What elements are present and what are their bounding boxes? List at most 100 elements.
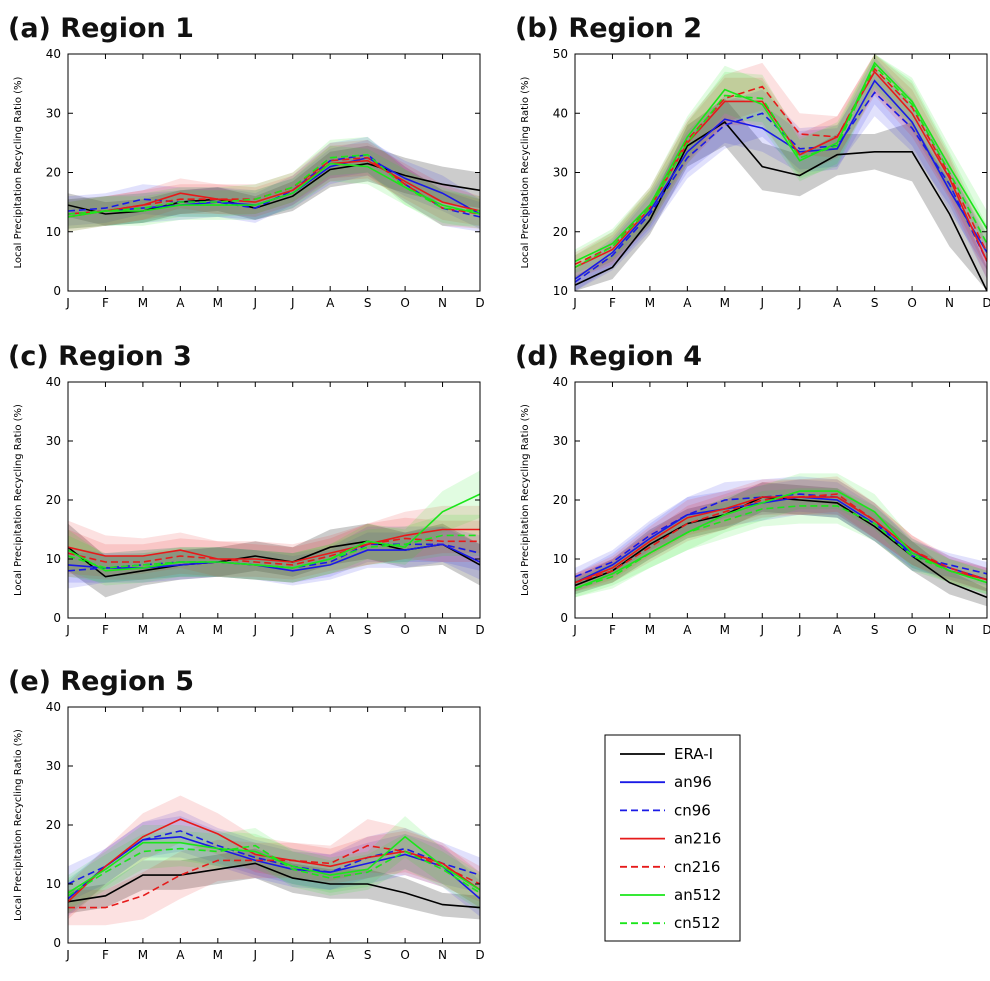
y-tick-label: 10 — [553, 552, 568, 566]
band-cn216 — [68, 819, 480, 926]
x-tick-label: F — [102, 623, 109, 637]
y-axis-label: Local Precipitation Recycling Ratio (%) — [13, 729, 24, 921]
x-tick-label: M — [720, 623, 730, 637]
series-line-cn216 — [68, 156, 480, 218]
x-tick-label: O — [907, 623, 916, 637]
x-tick-label: S — [364, 296, 372, 310]
panel-4: J F M A M J J A S O N D 0 10 20 30 40 Local Precipitation… — [515, 341, 990, 637]
y-tick-label: 0 — [53, 284, 61, 298]
series-line-ERA-I — [575, 121, 987, 291]
band-an216 — [68, 505, 480, 580]
x-tick-label: A — [176, 296, 185, 310]
plot-area — [575, 54, 987, 291]
y-tick-label: 10 — [553, 284, 568, 298]
y-tick-label: 30 — [46, 759, 61, 773]
y-tick-label: 10 — [46, 877, 61, 891]
x-tick-label: J — [65, 623, 70, 637]
x-tick-label: A — [326, 623, 335, 637]
x-tick-label: A — [683, 623, 692, 637]
y-tick-label: 0 — [53, 611, 61, 625]
x-tick-label: J — [759, 623, 764, 637]
series-line-cn512 — [575, 64, 987, 269]
x-tick-label: O — [400, 948, 409, 962]
x-tick-label: F — [609, 623, 616, 637]
panel-1: J F M A M J J A S O N D 0 10 20 30 40 Local Precipitation… — [8, 13, 485, 310]
plot-area — [68, 795, 480, 926]
panel-2: J F M A M J J A S O N D 10 20 30 40 50 Local Precipitatio… — [515, 13, 990, 310]
x-tick-label: A — [326, 948, 335, 962]
y-tick-label: 30 — [553, 166, 568, 180]
x-tick-label: M — [645, 623, 655, 637]
series-line-cn216 — [68, 844, 480, 909]
band-an512 — [68, 816, 480, 911]
series-line-cn96 — [575, 91, 987, 283]
x-tick-label: O — [400, 296, 409, 310]
x-tick-label: A — [176, 623, 185, 637]
x-tick-label: F — [609, 296, 616, 310]
series-line-an512 — [575, 490, 987, 590]
legend-label-cn216: cn216 — [674, 858, 720, 876]
y-tick-label: 40 — [553, 106, 568, 120]
y-axis-label: Local Precipitation Recycling Ratio (%) — [520, 404, 531, 596]
x-tick-label: J — [572, 296, 577, 310]
panel-title: (a) Region 1 — [8, 13, 194, 44]
x-tick-label: M — [138, 623, 148, 637]
y-tick-label: 20 — [46, 493, 61, 507]
band-cn512 — [575, 488, 987, 598]
series-line-cn512 — [68, 153, 480, 215]
band-cn216 — [575, 54, 987, 277]
band-cn512 — [575, 54, 987, 280]
panel-title: (b) Region 2 — [515, 13, 702, 44]
x-tick-label: S — [871, 296, 879, 310]
series-line-an216 — [68, 528, 480, 563]
plot-area — [68, 136, 480, 232]
x-tick-label: M — [645, 296, 655, 310]
x-tick-label: M — [213, 623, 223, 637]
legend-label-cn512: cn512 — [674, 914, 720, 932]
plot-area — [575, 473, 987, 607]
y-axis-label: Local Precipitation Recycling Ratio (%) — [13, 404, 24, 596]
panel-title: (e) Region 5 — [8, 666, 194, 697]
legend-label-ERA-I: ERA-I — [674, 745, 713, 763]
x-tick-label: O — [907, 296, 916, 310]
series-line-cn512 — [575, 505, 987, 590]
y-tick-label: 30 — [46, 106, 61, 120]
x-tick-label: N — [945, 296, 954, 310]
y-tick-label: 40 — [553, 375, 568, 389]
x-tick-label: D — [475, 296, 484, 310]
y-tick-label: 40 — [46, 700, 61, 714]
y-axis-label: Local Precipitation Recycling Ratio (%) — [13, 76, 24, 268]
x-tick-label: M — [213, 296, 223, 310]
series-line-an512 — [68, 493, 480, 572]
x-tick-label: J — [797, 296, 802, 310]
x-tick-label: M — [138, 948, 148, 962]
x-tick-label: N — [438, 948, 447, 962]
x-tick-label: D — [982, 623, 990, 637]
x-tick-label: N — [438, 623, 447, 637]
y-tick-label: 10 — [46, 225, 61, 239]
y-tick-label: 30 — [553, 434, 568, 448]
y-tick-label: 20 — [46, 818, 61, 832]
band-an512 — [575, 54, 987, 274]
x-tick-label: J — [65, 296, 70, 310]
x-tick-label: F — [102, 296, 109, 310]
y-tick-label: 20 — [553, 225, 568, 239]
series-line-cn512 — [68, 534, 480, 569]
x-tick-label: J — [252, 623, 257, 637]
x-tick-label: J — [65, 948, 70, 962]
series-line-an512 — [575, 61, 987, 263]
x-tick-label: J — [252, 948, 257, 962]
legend-label-an216: an216 — [674, 830, 721, 848]
legend-label-an512: an512 — [674, 886, 721, 904]
x-tick-label: J — [572, 623, 577, 637]
y-tick-label: 20 — [46, 166, 61, 180]
x-tick-label: J — [290, 948, 295, 962]
band-cn96 — [575, 68, 987, 291]
x-tick-label: J — [290, 296, 295, 310]
x-tick-label: S — [364, 948, 372, 962]
band-an216 — [575, 54, 987, 280]
band-ERA-I — [68, 848, 480, 920]
legend: ERA-I an96 cn96 an216 cn216 an512 cn512 — [604, 734, 741, 942]
